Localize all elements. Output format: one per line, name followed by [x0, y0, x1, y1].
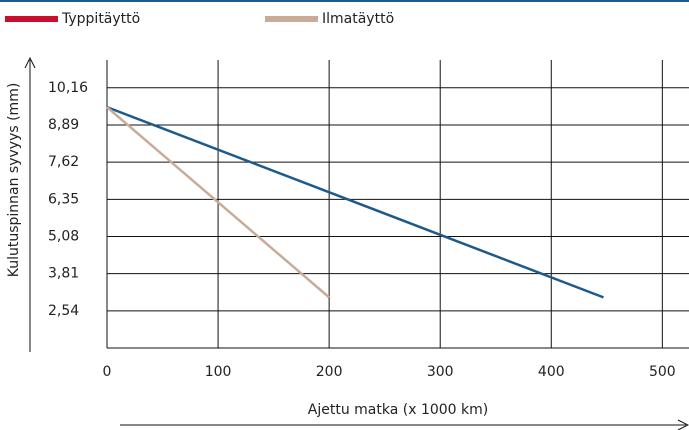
x-tick-label: 300	[427, 364, 454, 380]
x-tick-label: 400	[538, 364, 565, 380]
x-arrow-head	[677, 419, 689, 430]
y-tick-label: 5,08	[48, 228, 79, 244]
y-tick-label: 2,54	[48, 303, 79, 319]
y-tick-label: 7,62	[48, 154, 79, 170]
x-tick-label: 100	[205, 364, 232, 380]
y-tick-label: 6,35	[48, 191, 79, 207]
x-axis-label: Ajettu matka (x 1000 km)	[308, 402, 488, 418]
y-arrow-head	[24, 56, 36, 69]
legend-swatch	[5, 16, 58, 22]
x-tick-label: 200	[316, 364, 343, 380]
legend-label: Ilmatäyttö	[322, 11, 394, 27]
y-tick-label: 3,81	[48, 266, 79, 282]
line	[106, 106, 330, 299]
legend-label: Typpitäyttö	[61, 11, 140, 27]
x-tick-label: 500	[649, 364, 676, 380]
y-tick-label: 8,89	[48, 117, 79, 133]
line	[106, 105, 604, 299]
legend-swatch	[265, 16, 318, 22]
y-tick-label: 10,16	[48, 80, 88, 96]
y-axis-label: Kulutuspinnan syvyys (mm)	[6, 83, 22, 278]
x-tick-label: 0	[103, 364, 112, 380]
